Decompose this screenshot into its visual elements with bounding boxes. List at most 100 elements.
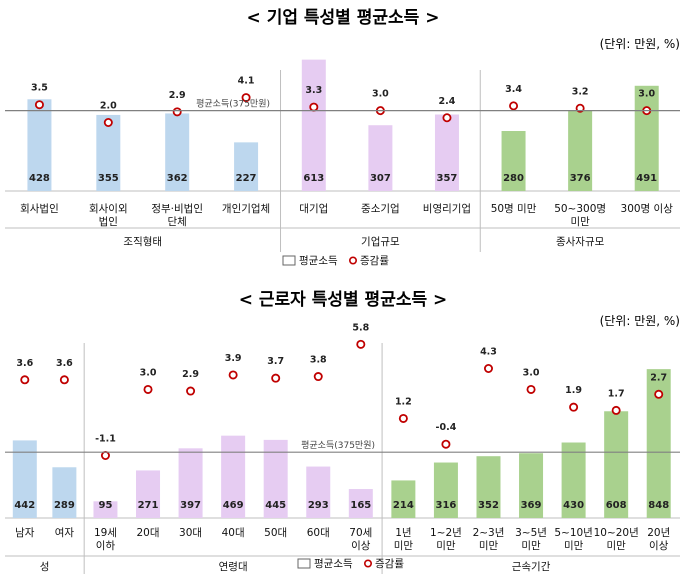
bar [501, 131, 526, 191]
category-tick-label: 30대 [179, 527, 202, 539]
bar-value-label: 357 [437, 173, 458, 184]
bar [136, 470, 161, 518]
legend-1: 평균소득 증감률 [282, 255, 389, 267]
legend-2: 평균소득 증감률 [297, 558, 404, 570]
rate-value-label: 1.7 [608, 388, 625, 399]
rate-marker [20, 375, 30, 385]
rate-marker [654, 389, 664, 399]
bar [234, 142, 259, 191]
bar [634, 85, 659, 191]
rate-value-label: 3.6 [56, 358, 73, 369]
rate-value-label: 3.4 [505, 84, 522, 95]
bar [348, 489, 373, 518]
group-label: 기업규모 [361, 235, 400, 248]
bar [368, 125, 393, 191]
chart2-unit: (단위: 만원, %) [600, 314, 680, 328]
bar-value-label: 613 [303, 173, 324, 184]
rate-marker [398, 413, 408, 423]
bar-value-label: 307 [370, 173, 391, 184]
legend-bar-label: 평균소득 [299, 255, 338, 267]
category-tick-label: 2~3년 미만 [473, 527, 505, 552]
rate-value-label: 3.3 [305, 85, 322, 96]
category-tick-label: 3~5년 미만 [515, 527, 547, 552]
category-tick-label: 60대 [307, 527, 330, 539]
rate-marker [356, 339, 366, 349]
category-tick-label: 정부·비법인 단체 [151, 203, 203, 228]
rate-marker [34, 100, 44, 110]
rate-marker [172, 107, 182, 117]
chart1-title: < 기업 특성별 평균소득 > [247, 8, 440, 28]
rate-value-label: 3.7 [267, 356, 284, 367]
rate-value-label: -1.1 [95, 434, 116, 445]
bar-value-label: 362 [167, 173, 188, 184]
bar [561, 442, 586, 518]
legend-marker-swatch [348, 256, 357, 265]
bar-value-label: 214 [393, 500, 414, 511]
bar-value-label: 491 [636, 173, 657, 184]
rate-value-label: -0.4 [436, 422, 457, 433]
rate-marker [309, 102, 319, 112]
rate-value-label: 3.9 [225, 353, 242, 364]
rate-value-label: 3.5 [31, 83, 48, 94]
rate-marker [313, 372, 323, 382]
bar [178, 448, 203, 518]
bar [519, 453, 544, 518]
category-tick-label: 50대 [264, 527, 287, 539]
rate-value-label: 2.9 [182, 369, 199, 380]
chart1-unit: (단위: 만원, %) [600, 37, 680, 51]
category-tick-label: 회사이외 법인 [89, 203, 128, 228]
bar-value-label: 369 [521, 500, 542, 511]
bar-value-label: 608 [606, 500, 627, 511]
bar-value-label: 442 [14, 500, 35, 511]
bar-value-label: 428 [29, 173, 50, 184]
rate-value-label: 3.0 [372, 89, 389, 100]
bar-value-label: 293 [308, 500, 329, 511]
bar-value-label: 445 [265, 500, 286, 511]
group-label: 근속기간 [512, 561, 551, 573]
bar-value-label: 316 [435, 500, 456, 511]
bar-value-label: 469 [223, 500, 244, 511]
bar-value-label: 352 [478, 500, 499, 511]
category-tick-label: 남자 [15, 527, 35, 539]
bar-value-label: 280 [503, 173, 524, 184]
average-line-label: 평균소득(375만원) [301, 440, 375, 451]
bar-value-label: 397 [180, 500, 201, 511]
bar [434, 114, 459, 191]
category-tick-label: 대기업 [299, 202, 328, 215]
rate-marker [186, 386, 196, 396]
category-tick-label: 개인기업체 [222, 202, 270, 215]
bar [301, 59, 326, 192]
rate-value-label: 3.2 [572, 86, 589, 97]
bar [476, 456, 501, 518]
rate-value-label: 2.4 [439, 96, 456, 107]
rate-marker [100, 450, 110, 460]
rate-value-label: 2.7 [650, 372, 667, 383]
bar [433, 462, 458, 518]
rate-value-label: 4.3 [480, 347, 497, 358]
bar [391, 480, 416, 518]
category-tick-label: 50~300명 미만 [554, 203, 606, 228]
rate-marker [509, 101, 519, 111]
rate-value-label: 3.0 [523, 367, 540, 378]
legend-bar-swatch [297, 558, 311, 569]
bar-value-label: 430 [563, 500, 584, 511]
rate-marker [526, 384, 536, 394]
bar-value-label: 848 [648, 500, 669, 511]
category-tick-label: 비영리기업 [423, 202, 471, 215]
bar-value-label: 165 [350, 500, 371, 511]
chart1: 428 3.5 회사법인 355 2.0 회사이외 법인 362 2.9 정부·비법인 단체 227 4… [5, 59, 680, 252]
legend-bar-label: 평균소득 [314, 558, 353, 570]
category-tick-label: 중소기업 [361, 202, 400, 215]
bar [263, 439, 288, 518]
group-label: 조직형태 [123, 236, 162, 248]
group-label: 연령대 [219, 561, 248, 573]
category-tick-label: 300명 이상 [621, 203, 674, 215]
bar-value-label: 289 [54, 500, 75, 511]
bar-value-label: 355 [98, 173, 119, 184]
bar [306, 466, 331, 518]
rate-value-label: 2.9 [169, 90, 186, 101]
rate-marker [611, 405, 621, 415]
bar [27, 99, 52, 191]
bar-value-label: 95 [98, 500, 112, 511]
average-line-label: 평균소득(375만원) [196, 99, 270, 110]
